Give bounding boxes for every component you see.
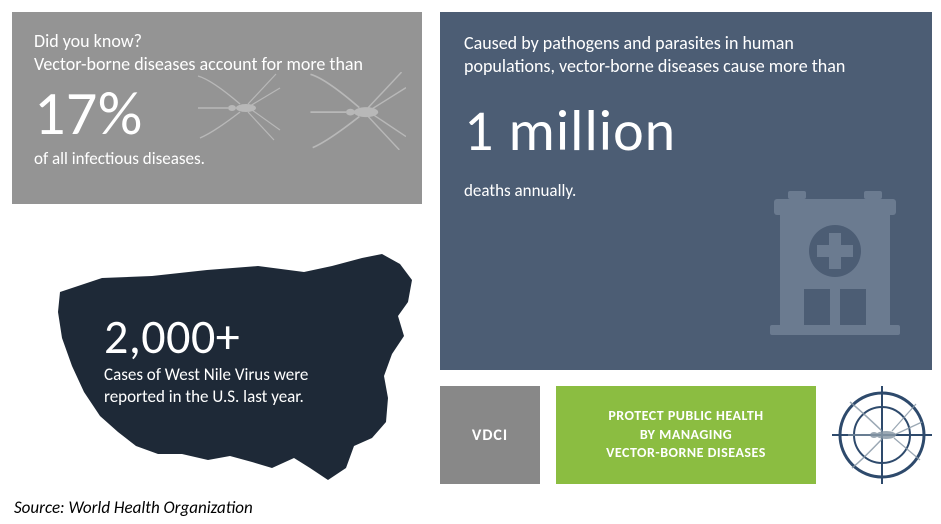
hospital-icon xyxy=(760,169,910,344)
mosquito-row xyxy=(192,72,406,150)
panel-deaths: Caused by pathogens and parasites in hum… xyxy=(440,12,932,370)
percent-sub: of all infectious diseases. xyxy=(34,148,400,169)
lead-line1: Did you know? xyxy=(34,30,142,52)
mosquito-icon xyxy=(192,72,282,142)
west-nile-text: 2,000+ Cases of West Nile Virus were rep… xyxy=(104,306,308,409)
west-nile-big: 2,000+ xyxy=(104,312,308,362)
panel-west-nile: 2,000+ Cases of West Nile Virus were rep… xyxy=(12,222,422,482)
panel-tagline: PROTECT PUBLIC HEALTH BY MANAGING VECTOR… xyxy=(556,386,816,484)
deaths-big: 1 million xyxy=(464,95,908,166)
panel-percent: Did you know? Vector-borne diseases acco… xyxy=(12,12,422,204)
panel-logo xyxy=(832,386,932,484)
crosshair-mosquito-icon xyxy=(832,386,932,484)
tagline-text: PROTECT PUBLIC HEALTH BY MANAGING VECTOR… xyxy=(606,407,766,464)
source-text: Source: World Health Organization xyxy=(14,497,253,518)
west-nile-sub: Cases of West Nile Virus were reported i… xyxy=(104,364,308,408)
mosquito-icon xyxy=(306,72,406,150)
vdci-label: VDCI xyxy=(472,426,508,445)
deaths-lead: Caused by pathogens and parasites in hum… xyxy=(464,32,908,77)
lead-text: Did you know? Vector-borne diseases acco… xyxy=(34,30,400,75)
panel-vdci: VDCI xyxy=(440,386,540,484)
